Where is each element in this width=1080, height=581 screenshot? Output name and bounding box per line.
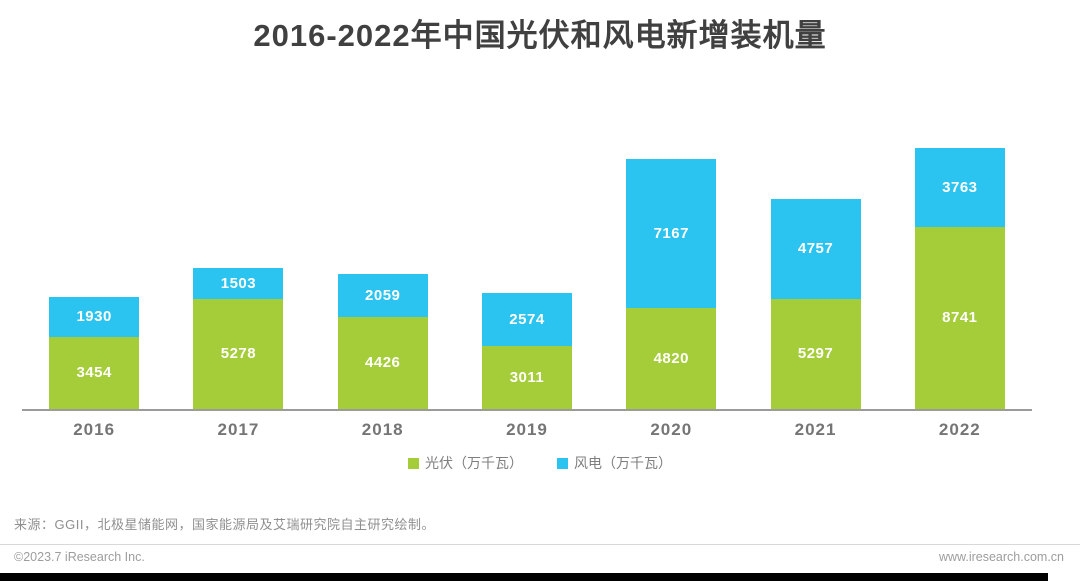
value-label: 4426 [365, 354, 401, 372]
bar-column-2016: 1930 3454 [22, 144, 166, 409]
x-axis-label-2017: 2017 [217, 420, 260, 439]
value-label: 5278 [220, 345, 257, 363]
value-label: 1930 [76, 308, 112, 326]
stacked-bar-2021: 4757 5297 [770, 199, 861, 409]
bar-segment-pv-2021: 5297 [770, 298, 861, 409]
bar-segment-pv-2020: 4820 [626, 308, 717, 409]
stacked-bar-2016: 1930 3454 [49, 296, 140, 409]
value-label: 2574 [509, 310, 545, 328]
bar-column-2019: 2574 3011 [455, 144, 599, 409]
value-label: 4757 [797, 240, 834, 258]
x-axis-label-2016: 2016 [73, 420, 116, 439]
bar-segment-pv-2022: 8741 [914, 226, 1005, 409]
stacked-bar-2018: 2059 4426 [337, 273, 428, 409]
x-axis-label-2022: 2022 [938, 420, 981, 439]
value-label: 7167 [653, 225, 689, 243]
stacked-bar-chart: 1930 3454 1503 5278 2059 4426 2574 3011 7167 4820… [22, 144, 1032, 440]
value-label: 5297 [797, 345, 834, 363]
footer-bar: ©2023.7 iResearch Inc. www.iresearch.com… [0, 545, 1080, 564]
x-axis-label-2021: 2021 [794, 420, 837, 439]
legend-item-pv: 光伏（万千瓦） [408, 453, 523, 473]
value-label: 3011 [509, 369, 545, 387]
divider-line [0, 544, 1080, 545]
copyright-text: ©2023.7 iResearch Inc. [14, 550, 145, 564]
bar-segment-pv-2019: 3011 [481, 346, 572, 409]
stacked-bar-2022: 3763 8741 [914, 148, 1005, 409]
value-label: 3763 [942, 178, 978, 196]
infographic-page: 2016-2022年中国光伏和风电新增装机量 1930 3454 1503 5278 2… [0, 14, 1080, 581]
bar-column-2018: 2059 4426 [311, 144, 455, 409]
legend-label-wind: 风电（万千瓦） [574, 455, 672, 471]
wind-swatch-icon [557, 457, 568, 469]
bar-segment-wind-2019: 2574 [481, 292, 572, 347]
value-label: 2059 [365, 286, 401, 304]
bar-segment-wind-2017: 1503 [193, 267, 284, 299]
bottom-black-strip [0, 573, 1048, 581]
pv-swatch-icon [408, 457, 419, 469]
bar-segment-wind-2016: 1930 [49, 296, 140, 337]
value-label: 8741 [942, 309, 978, 327]
bar-segment-pv-2018: 4426 [337, 316, 428, 409]
x-axis-labels: 2016 2017 2018 2019 2020 2021 2022 [22, 411, 1032, 440]
bar-column-2020: 7167 4820 [599, 144, 743, 409]
x-axis-label-2020: 2020 [650, 420, 693, 439]
value-label: 1503 [220, 274, 257, 292]
legend: 光伏（万千瓦） 风电（万千瓦） [0, 453, 1080, 473]
bar-column-2021: 4757 5297 [743, 144, 887, 409]
value-label: 4820 [653, 350, 689, 368]
legend-label-pv: 光伏（万千瓦） [425, 455, 523, 471]
bar-segment-wind-2021: 4757 [770, 199, 861, 299]
x-axis-label-2018: 2018 [361, 420, 404, 439]
bar-column-2017: 1503 5278 [166, 144, 310, 409]
website-link[interactable]: www.iresearch.com.cn [938, 550, 1064, 564]
x-axis-label-2019: 2019 [506, 420, 548, 439]
bar-segment-pv-2016: 3454 [49, 336, 140, 409]
stacked-bar-2019: 2574 3011 [481, 292, 572, 409]
bar-segment-wind-2022: 3763 [914, 148, 1005, 227]
legend-item-wind: 风电（万千瓦） [557, 453, 672, 473]
bar-segment-pv-2017: 5278 [193, 298, 284, 409]
value-label: 3454 [76, 364, 112, 382]
stacked-bar-2017: 1503 5278 [193, 267, 284, 409]
chart-title: 2016-2022年中国光伏和风电新增装机量 [253, 18, 827, 53]
plot-area: 1930 3454 1503 5278 2059 4426 2574 3011 7167 4820… [22, 144, 1032, 411]
bar-segment-wind-2020: 7167 [626, 158, 717, 309]
bar-column-2022: 3763 8741 [888, 144, 1032, 409]
stacked-bar-2020: 7167 4820 [626, 158, 717, 409]
bar-segment-wind-2018: 2059 [337, 273, 428, 317]
source-note: 来源：GGII，北极星储能网，国家能源局及艾瑞研究院自主研究绘制。 [14, 517, 435, 532]
